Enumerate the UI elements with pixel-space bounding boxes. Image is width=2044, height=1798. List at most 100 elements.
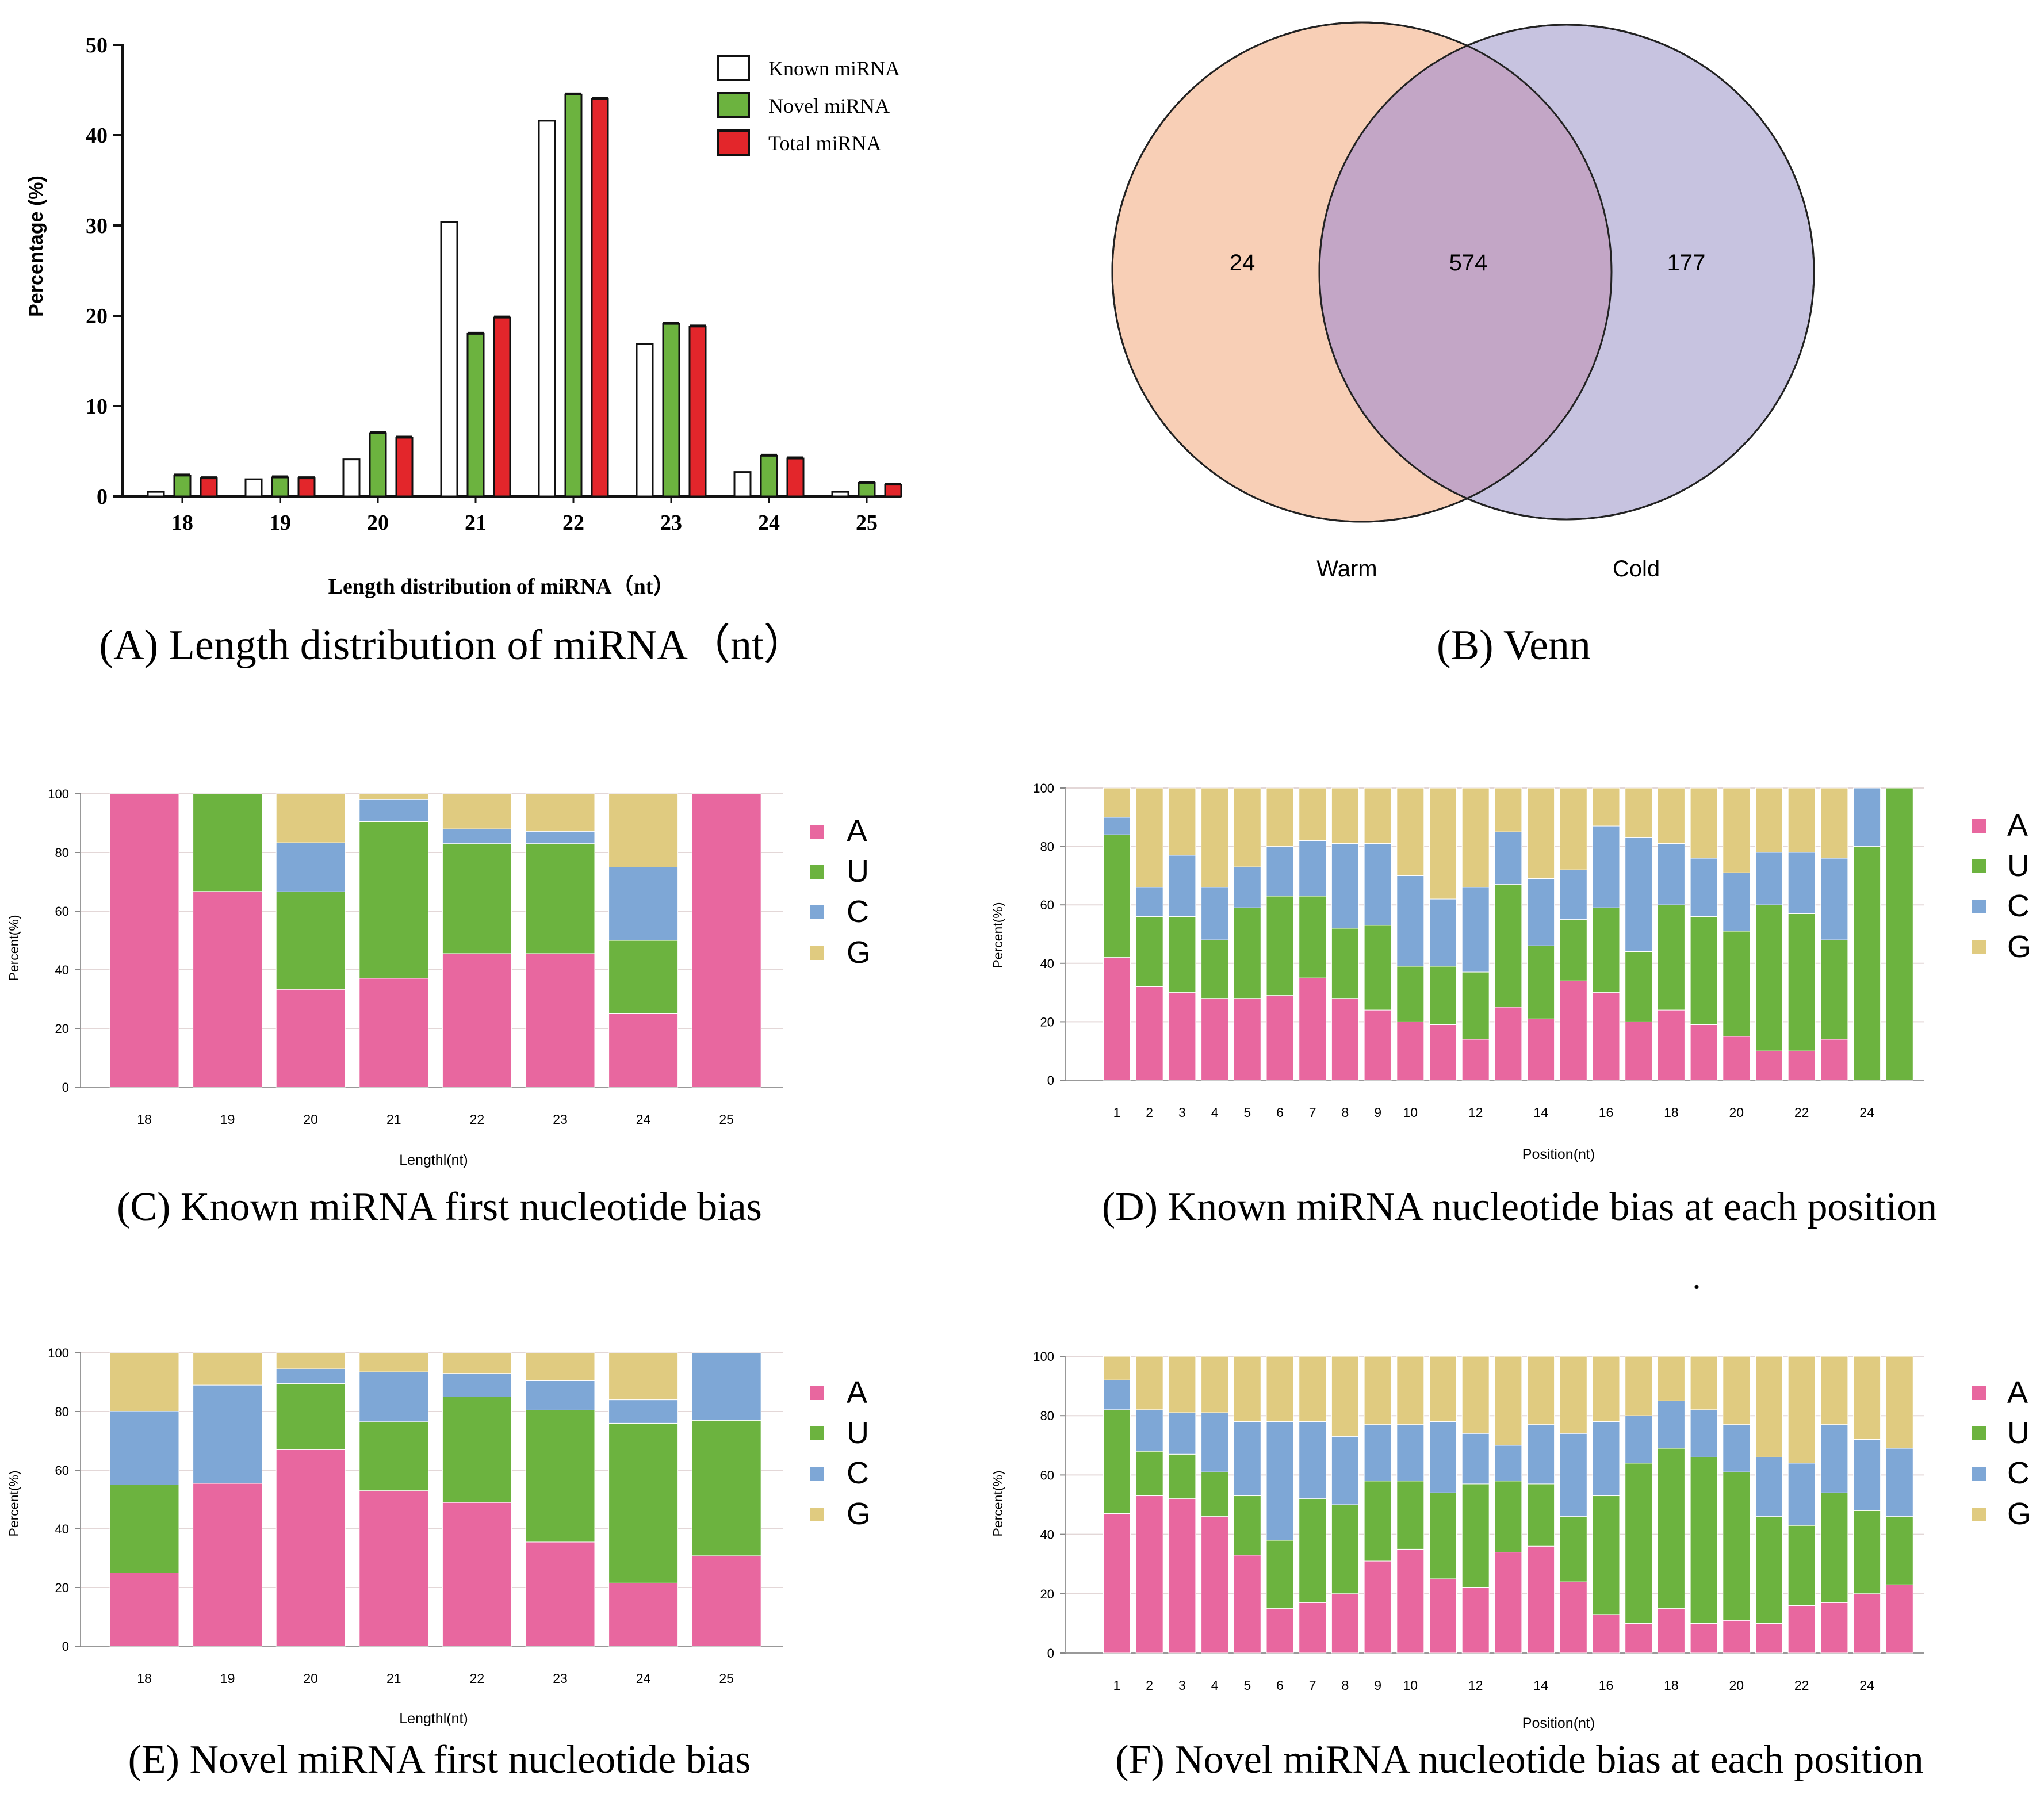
legend-label-g: G: [847, 1497, 871, 1531]
panel-d-bar-segment-a: [1723, 1036, 1751, 1081]
panel-f-bar-segment-g: [1592, 1356, 1620, 1422]
panel-c-legend: A U C G: [810, 814, 871, 970]
panel-d-y-tick-label: 80: [1040, 840, 1054, 854]
panel-f-bar-segment-g: [1168, 1356, 1196, 1413]
legend-swatch-c: [810, 1467, 824, 1481]
panel-f-bar-segment-a: [1625, 1623, 1653, 1654]
panel-d-bar-segment-u: [1266, 896, 1294, 996]
legend-swatch-a: [810, 825, 824, 839]
panel-d-bar-segment-a: [1299, 977, 1327, 1081]
panel-a-y-tick-label: 20: [86, 304, 108, 328]
panel-f-bar-segment-u: [1657, 1448, 1685, 1609]
panel-a-bar-novel-mirna: [173, 475, 192, 498]
panel-f-bar-segment-a: [1592, 1614, 1620, 1654]
panel-d-bar-segment-a: [1755, 1050, 1783, 1081]
panel-f-bar-segment-u: [1853, 1510, 1881, 1594]
panel-d-bar-segment-a: [1461, 1039, 1490, 1081]
venn-overlap-region: [1319, 25, 1612, 519]
panel-e-bar-segment-c: [525, 1380, 595, 1410]
panel-e-y-tick-label: 40: [55, 1522, 69, 1536]
panel-f-bar-segment-c: [1233, 1421, 1261, 1497]
panel-f-bar-segment-a: [1266, 1608, 1294, 1654]
stray-dot-mark: .: [1693, 1258, 1701, 1296]
panel-f-x-tick-label: 12: [1468, 1678, 1483, 1693]
panel-d-bar-segment-a: [1592, 992, 1620, 1081]
panel-e-y-tick-label: 60: [55, 1463, 69, 1478]
panel-e-x-tick-label: 18: [137, 1671, 152, 1686]
panel-f-bar-segment-a: [1723, 1620, 1751, 1654]
panel-e-bar-segment-g: [525, 1352, 595, 1381]
panel-d-bar-segment-a: [1429, 1024, 1457, 1081]
panel-d-x-tick-label: 24: [1859, 1105, 1874, 1120]
panel-a-bar-known-mirna: [147, 491, 165, 498]
panel-f-bar-segment-u: [1299, 1498, 1327, 1603]
panel-a-bar-known-mirna: [440, 221, 458, 498]
panel-f-bar-segment-c: [1266, 1421, 1294, 1541]
panel-c-x-tick-label: 25: [719, 1112, 734, 1127]
panel-d-bar-segment-u: [1657, 904, 1685, 1011]
panel-a-bar-known-mirna: [244, 478, 263, 498]
panel-f-bar-segment-c: [1299, 1421, 1327, 1499]
panel-e-x-tick-label: 22: [470, 1671, 485, 1686]
panel-f-bar-segment-u: [1201, 1471, 1229, 1517]
panel-f-bar-segment-a: [1364, 1560, 1392, 1654]
panel-f-bar-segment-a: [1853, 1593, 1881, 1654]
panel-f-y-tick-label: 40: [1040, 1528, 1054, 1542]
legend-swatch-g: [810, 1508, 824, 1521]
panel-c-bar-segment-u: [442, 843, 512, 954]
panel-c-bar-segment-c: [359, 799, 429, 822]
panel-d-bar-segment-a: [1396, 1021, 1425, 1081]
panel-c-x-axis-label: Lengthl(nt): [399, 1152, 468, 1168]
panel-f-bar-segment-g: [1299, 1356, 1327, 1422]
panel-f-y-tick-label: 60: [1040, 1468, 1054, 1482]
panel-f-bar-segment-u: [1820, 1492, 1848, 1603]
panel-a-x-tick-label: 25: [856, 511, 878, 535]
legend-swatch-u: [1972, 859, 1986, 873]
panel-d-bar-segment-g: [1723, 787, 1751, 873]
panel-e-bar-segment-g: [193, 1352, 263, 1386]
panel-d-bar-segment-c: [1723, 872, 1751, 932]
panel-f-bar-segment-c: [1820, 1424, 1848, 1493]
panel-f-bar-segment-u: [1787, 1525, 1816, 1606]
panel-d-bar-segment-a: [1657, 1009, 1685, 1081]
panel-d-bar-segment-c: [1299, 840, 1327, 897]
panel-d-bar-segment-u: [1527, 945, 1555, 1019]
panel-a-x-axis-label: Length distribution of miRNA（nt）: [328, 575, 675, 599]
panel-f-bar-segment-u: [1461, 1483, 1490, 1588]
panel-c-bar-segment-a: [608, 1013, 679, 1088]
panel-c-bar-segment-a: [109, 793, 179, 1088]
panel-b-venn-diagram: 24 574 177 Warm Cold (B) Venn: [1111, 21, 1815, 669]
panel-c-x-tick-label: 23: [553, 1112, 568, 1127]
panel-e-x-tick-label: 23: [553, 1671, 568, 1686]
panel-d-bar-segment-u: [1559, 919, 1587, 981]
panel-f-bar-segment-a: [1787, 1605, 1816, 1654]
panel-f-bar-segment-a: [1103, 1513, 1131, 1654]
panel-d-bar-segment-g: [1755, 787, 1783, 853]
panel-f-bar-segment-g: [1853, 1356, 1881, 1440]
panel-c-bar-segment-c: [525, 831, 595, 844]
panel-e-bar-segment-c: [359, 1371, 429, 1422]
panel-f-bar-segment-u: [1364, 1481, 1392, 1562]
panel-f-y-tick-label: 0: [1047, 1646, 1054, 1661]
panel-f-bar-segment-g: [1429, 1356, 1457, 1422]
panel-f-x-tick-label: 16: [1599, 1678, 1614, 1693]
panel-d-bar-segment-a: [1820, 1039, 1848, 1081]
panel-f-bar-segment-c: [1331, 1436, 1359, 1505]
panel-e-bar-segment-a: [109, 1573, 179, 1647]
panel-f-bar-segment-g: [1266, 1356, 1294, 1422]
panel-f-bar-segment-g: [1690, 1356, 1718, 1410]
panel-a-bar-total-mirna: [200, 477, 218, 498]
panel-d-bar-segment-a: [1168, 992, 1196, 1081]
panel-e-x-axis-label: Lengthl(nt): [399, 1711, 468, 1727]
venn-cold-only-count: 177: [1667, 250, 1706, 276]
panel-e-bar-segment-a: [193, 1483, 263, 1647]
panel-e-bar-segment-g: [608, 1352, 679, 1401]
panel-f-bar-segment-c: [1723, 1424, 1751, 1472]
panel-e-bar-segment-a: [691, 1555, 761, 1647]
panel-d-bar-segment-a: [1527, 1018, 1555, 1081]
panel-c-y-tick-label: 40: [55, 963, 69, 977]
panel-f-x-tick-label: 22: [1794, 1678, 1809, 1693]
panel-d-bar-segment-g: [1820, 787, 1848, 859]
panel-e-x-tick-label: 21: [386, 1671, 401, 1686]
panel-e-y-tick-label: 20: [55, 1581, 69, 1595]
